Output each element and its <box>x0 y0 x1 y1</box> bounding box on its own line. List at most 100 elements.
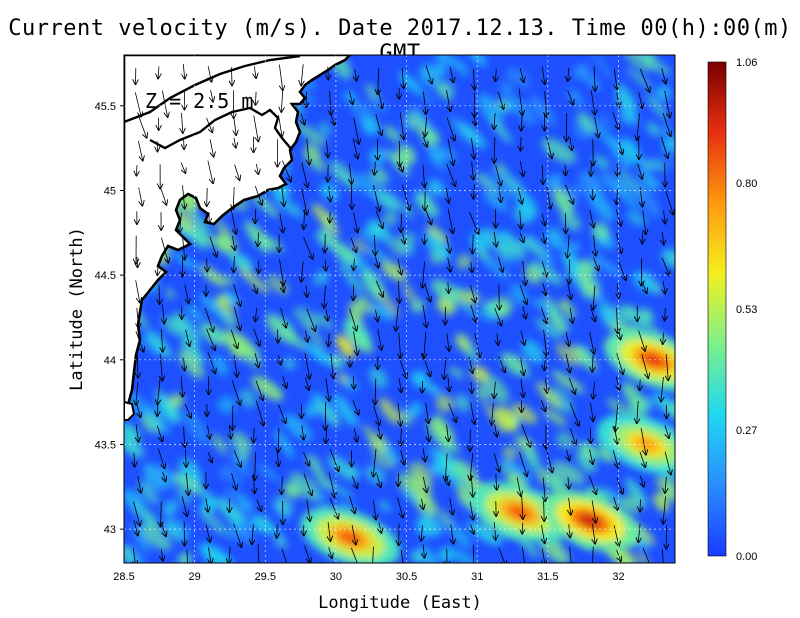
current-arrow <box>160 353 162 381</box>
current-arrow <box>399 378 401 392</box>
current-arrow <box>470 453 473 480</box>
current-arrow <box>662 549 664 563</box>
current-arrow <box>398 472 399 486</box>
current-arrow <box>614 425 617 444</box>
field-patch <box>274 429 295 459</box>
current-arrow <box>163 471 166 481</box>
field-patch <box>449 114 476 145</box>
current-arrow <box>423 136 427 147</box>
current-arrow <box>590 89 595 115</box>
current-arrow <box>591 500 596 522</box>
current-arrow <box>278 115 283 136</box>
field-patch <box>535 318 561 340</box>
current-arrow <box>134 92 141 116</box>
colorbar-label: 0.00 <box>736 551 757 563</box>
current-arrow <box>520 160 523 176</box>
y-axis-label: Latitude (North) <box>67 227 87 391</box>
current-arrow <box>306 330 308 342</box>
current-arrow <box>546 136 552 158</box>
current-arrow <box>521 379 523 397</box>
current-arrow <box>186 549 188 563</box>
current-arrow <box>256 499 261 512</box>
current-arrow <box>638 523 640 543</box>
current-arrow <box>543 477 545 502</box>
field-patch <box>165 287 176 300</box>
current-arrow <box>617 308 618 333</box>
current-arrow <box>589 210 594 227</box>
current-arrow <box>325 234 326 252</box>
field-patch <box>594 292 606 303</box>
current-arrow <box>497 91 503 109</box>
current-arrow <box>493 453 499 472</box>
current-arrow <box>376 309 378 322</box>
field-patch <box>419 512 443 536</box>
field-patch <box>368 367 388 389</box>
field-patch <box>407 402 423 418</box>
current-arrow <box>400 549 404 563</box>
current-arrow <box>662 232 663 244</box>
current-arrow <box>568 477 569 488</box>
current-arrow <box>256 163 258 174</box>
current-arrow <box>330 211 331 223</box>
current-arrow <box>326 309 328 320</box>
current-arrow <box>258 544 259 563</box>
field-patch <box>454 289 473 305</box>
current-arrow <box>136 424 138 441</box>
colorbar-ticks: 0.00 0.27 0.53 0.80 1.06 <box>736 57 757 563</box>
current-arrow <box>136 165 137 176</box>
y-tick-label: 45 <box>104 185 116 197</box>
field-patch <box>481 302 500 321</box>
current-arrow <box>617 92 620 107</box>
field-patch <box>551 385 574 415</box>
current-arrow <box>183 236 185 260</box>
current-arrow <box>234 255 235 272</box>
current-arrow <box>136 381 138 405</box>
current-arrow <box>183 64 184 78</box>
current-arrow <box>643 210 646 234</box>
current-arrow <box>373 405 380 425</box>
current-arrow <box>451 524 454 543</box>
current-arrow <box>281 90 283 112</box>
current-arrow <box>446 187 449 203</box>
field-patch <box>360 228 379 244</box>
field-patch <box>333 394 358 427</box>
field-patch <box>447 547 479 563</box>
current-arrow <box>495 165 501 186</box>
field-patch <box>329 354 345 369</box>
field-patch <box>223 274 236 285</box>
current-arrow <box>494 113 495 129</box>
current-arrow <box>569 524 570 537</box>
current-arrow <box>424 331 426 359</box>
current-arrow <box>255 452 256 480</box>
current-arrow <box>521 424 531 447</box>
current-arrow <box>349 91 352 104</box>
current-arrow <box>566 449 569 461</box>
current-arrow <box>640 379 641 391</box>
current-arrow <box>663 332 664 344</box>
current-arrow <box>301 162 308 187</box>
x-tick-label: 30.5 <box>396 571 417 583</box>
colorbar-label: 0.53 <box>736 304 757 316</box>
current-arrow <box>616 353 623 374</box>
field-patch <box>335 334 356 359</box>
current-arrow <box>614 68 617 89</box>
current-arrow <box>303 451 310 466</box>
current-arrow <box>328 66 329 80</box>
colorbar-label: 0.80 <box>736 178 757 190</box>
current-arrow <box>422 380 423 393</box>
field-patch <box>235 446 250 462</box>
field-patch <box>500 231 513 241</box>
current-arrow <box>137 256 138 267</box>
current-arrow <box>375 280 383 297</box>
y-tick-label: 43 <box>104 524 116 536</box>
current-arrow <box>378 68 379 94</box>
current-arrow <box>303 473 312 495</box>
current-arrow <box>401 450 404 464</box>
current-arrow <box>496 474 497 490</box>
current-arrow <box>254 283 257 293</box>
current-arrow <box>301 188 307 215</box>
current-arrow <box>494 137 495 163</box>
field-patch <box>200 322 226 345</box>
field-patch <box>503 97 518 113</box>
field-patch <box>499 462 512 475</box>
